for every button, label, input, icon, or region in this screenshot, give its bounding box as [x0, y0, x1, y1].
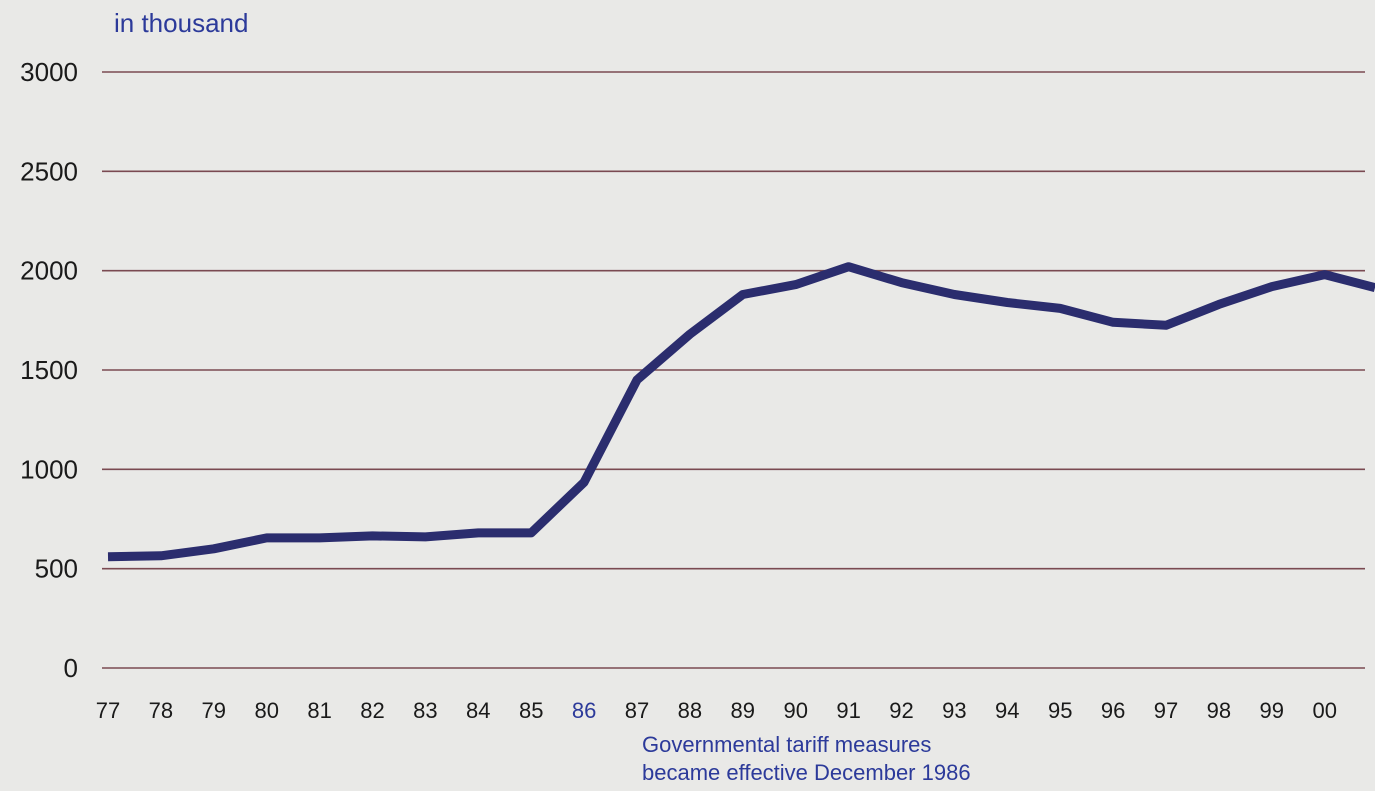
x-tick-label: 77	[96, 698, 120, 723]
y-tick-label: 3000	[20, 57, 78, 87]
x-tick-label: 81	[307, 698, 331, 723]
x-tick-label: 88	[678, 698, 702, 723]
series-line-0	[107, 262, 1375, 562]
x-tick-label: 98	[1207, 698, 1231, 723]
x-tick-label: 00	[1312, 698, 1336, 723]
y-axis-unit-label: in thousand	[114, 8, 248, 38]
x-tick-label: 97	[1154, 698, 1178, 723]
x-tick-label: 95	[1048, 698, 1072, 723]
annotation-line-1: Governmental tariff measures	[642, 732, 931, 757]
x-tick-label: 83	[413, 698, 437, 723]
series-layer	[107, 262, 1375, 562]
x-tick-label: 93	[942, 698, 966, 723]
x-tick-label: 91	[836, 698, 860, 723]
x-tick-label: 87	[625, 698, 649, 723]
x-axis-tick-labels: 77 78 79 80 81 82 83 84 85 86 87 88 89 90 91 92 93 94 95 96…	[96, 698, 1337, 723]
y-axis-tick-labels: 0 500 1000 1500 2000 2500 3000	[20, 57, 78, 683]
x-tick-label: 79	[202, 698, 226, 723]
x-tick-label: 84	[466, 698, 490, 723]
x-tick-label: 80	[254, 698, 278, 723]
x-tick-label: 90	[783, 698, 807, 723]
x-tick-label: 78	[149, 698, 173, 723]
x-tick-label: 89	[731, 698, 755, 723]
y-tick-label: 2500	[20, 156, 78, 186]
x-tick-label: 86	[572, 698, 596, 723]
x-tick-label: 85	[519, 698, 543, 723]
gridlines	[102, 71, 1365, 669]
y-tick-label: 500	[35, 554, 78, 584]
x-tick-label: 94	[995, 698, 1019, 723]
annotation-line-2: became effective December 1986	[642, 760, 971, 785]
x-tick-label: 82	[360, 698, 384, 723]
x-tick-label: 92	[889, 698, 913, 723]
y-tick-label: 0	[64, 653, 78, 683]
y-tick-label: 1500	[20, 355, 78, 385]
y-tick-label: 1000	[20, 454, 78, 484]
x-tick-label: 99	[1260, 698, 1284, 723]
x-tick-label: 96	[1101, 698, 1125, 723]
y-tick-label: 2000	[20, 256, 78, 286]
